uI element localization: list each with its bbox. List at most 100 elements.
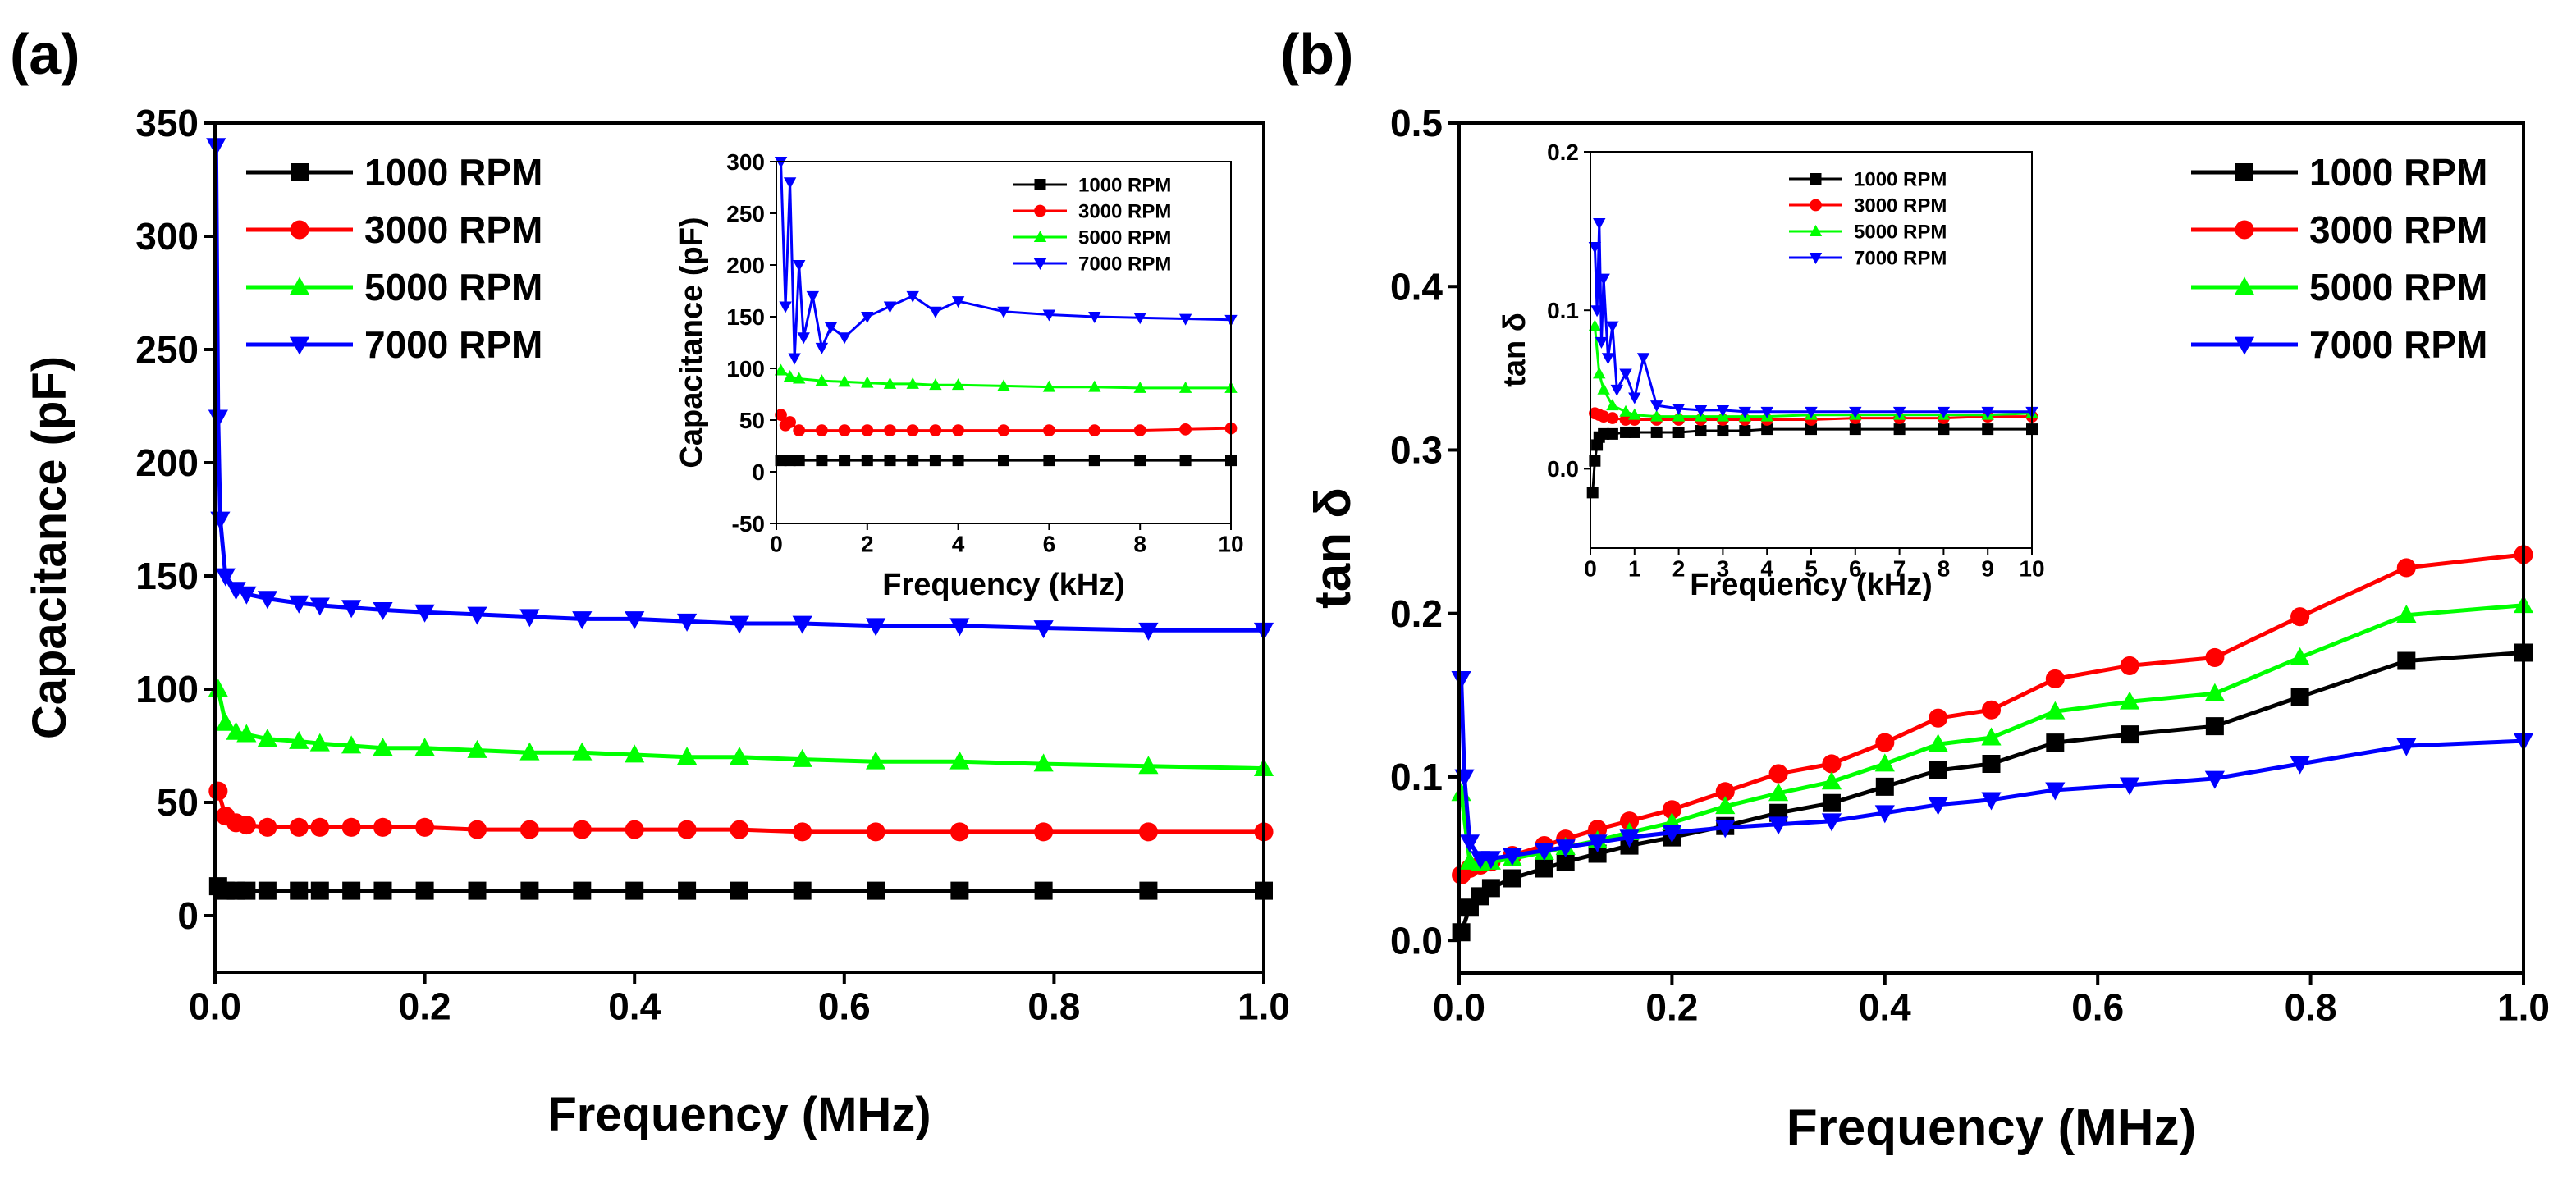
x-tick-label: 0.2 — [399, 985, 451, 1028]
data-point — [1821, 771, 1842, 790]
data-point — [783, 177, 797, 190]
x-tick-label: 2 — [1672, 556, 1686, 582]
legend-label: 1000 RPM — [1078, 174, 1171, 196]
data-point — [824, 322, 838, 334]
data-point — [1739, 425, 1751, 437]
series-7000-rpm — [1451, 671, 2534, 870]
x-tick-label: 0.2 — [1645, 986, 1698, 1029]
y-tick-label: 200 — [135, 441, 199, 484]
y-tick-label: 0 — [177, 894, 199, 937]
data-point — [861, 424, 874, 436]
data-point — [866, 751, 886, 770]
data-point — [866, 822, 885, 842]
data-point — [1761, 423, 1773, 436]
data-point — [1760, 406, 1773, 418]
data-point — [257, 591, 277, 610]
data-point — [1650, 409, 1663, 422]
data-point — [572, 820, 592, 839]
data-point — [1597, 382, 1610, 395]
data-point — [949, 618, 970, 637]
data-point — [1929, 708, 1948, 728]
data-point — [2120, 656, 2139, 675]
data-point — [677, 820, 697, 839]
y-tick-label: 250 — [726, 201, 765, 226]
data-point — [1598, 427, 1610, 440]
data-point — [1555, 839, 1576, 858]
data-point — [2120, 691, 2140, 710]
data-point — [414, 604, 435, 623]
legend-label: 3000 RPM — [1078, 200, 1171, 222]
x-axis-label: Frequency (MHz) — [547, 1088, 931, 1141]
data-point — [1628, 392, 1641, 404]
data-point — [1610, 384, 1623, 396]
legend-marker — [1810, 199, 1822, 212]
data-point — [1043, 424, 1055, 436]
data-point — [310, 817, 330, 837]
data-point — [290, 881, 309, 900]
data-point — [929, 424, 942, 436]
data-point — [1805, 423, 1817, 436]
data-point — [907, 455, 919, 467]
y-tick-label: 300 — [726, 149, 765, 175]
data-point — [1587, 834, 1608, 853]
y-tick-label: 0.1 — [1390, 756, 1443, 798]
data-point — [2204, 683, 2225, 701]
y-tick-label: 300 — [135, 215, 199, 258]
data-point — [1481, 879, 1500, 898]
y-tick-label: 250 — [135, 328, 199, 371]
legend-marker — [1034, 204, 1046, 217]
data-point — [883, 301, 897, 313]
data-point — [774, 157, 788, 169]
data-point — [997, 379, 1010, 391]
plot-frame — [776, 161, 1232, 524]
data-point — [257, 729, 277, 747]
data-point — [1588, 820, 1608, 839]
x-tick-label: 6 — [1043, 532, 1056, 557]
legend-label: 3000 RPM — [1854, 194, 1947, 217]
data-point — [906, 377, 919, 389]
y-tick-label: 0 — [752, 459, 765, 485]
data-point — [341, 817, 361, 837]
legend-marker — [2235, 220, 2254, 240]
data-point — [289, 817, 309, 837]
data-point — [519, 609, 540, 628]
legend-marker — [1809, 224, 1823, 236]
legend-label: 1000 RPM — [2309, 151, 2487, 194]
legend-marker — [2234, 276, 2255, 295]
x-tick-label: 0.0 — [1433, 986, 1485, 1029]
data-point — [1178, 313, 1192, 326]
data-point — [1601, 353, 1615, 365]
series-line — [216, 688, 1265, 771]
data-point — [258, 881, 277, 900]
x-tick-label: 0.6 — [818, 985, 871, 1028]
x-tick-label: 1.0 — [1238, 985, 1290, 1028]
legend-label: 5000 RPM — [1078, 226, 1171, 249]
data-point — [793, 822, 812, 842]
data-point — [929, 306, 942, 318]
data-point — [1138, 756, 1159, 775]
data-point — [952, 455, 964, 467]
data-point — [1459, 834, 1480, 853]
data-point — [949, 751, 970, 770]
data-point — [1606, 399, 1619, 411]
x-tick-label: 0.0 — [189, 985, 241, 1028]
data-point — [838, 375, 851, 387]
data-point — [2396, 558, 2416, 578]
data-point — [806, 290, 820, 303]
data-point — [1849, 423, 1861, 436]
data-point — [929, 455, 941, 467]
data-point — [1650, 426, 1663, 438]
data-point — [1619, 368, 1632, 381]
legend-marker — [1809, 253, 1823, 265]
data-point — [1593, 367, 1606, 379]
data-point — [1893, 423, 1906, 436]
data-point — [1033, 753, 1054, 772]
legend-marker — [1033, 258, 1047, 271]
y-tick-label: 0.1 — [1547, 298, 1579, 323]
x-tick-label: 2 — [861, 532, 874, 557]
x-tick-label: 0.4 — [608, 985, 661, 1028]
data-point — [1715, 796, 1736, 815]
y-tick-label: 0.0 — [1547, 456, 1579, 482]
data-point — [1588, 844, 1607, 863]
